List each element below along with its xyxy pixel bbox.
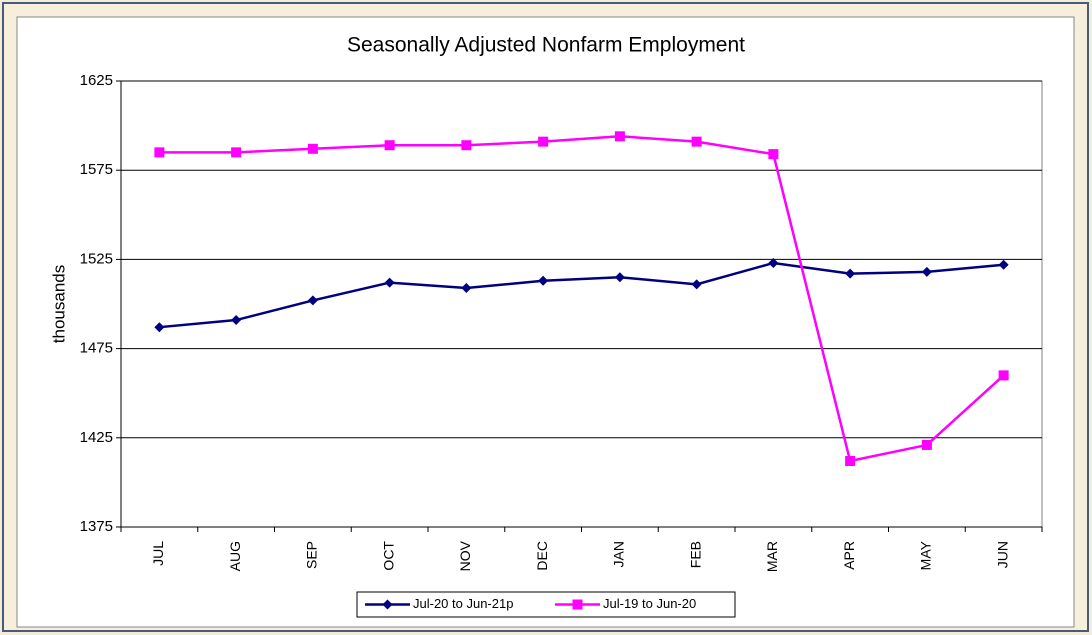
- data-point: [845, 455, 856, 466]
- data-point: [614, 131, 625, 142]
- x-tick-label: NOV: [457, 540, 473, 571]
- legend: [356, 591, 736, 618]
- data-point: [538, 275, 549, 286]
- x-tick-label: JAN: [611, 541, 627, 567]
- x-tick-label: SEP: [304, 541, 320, 569]
- data-point: [384, 140, 395, 151]
- legend-marker: [382, 599, 393, 610]
- data-point: [998, 370, 1009, 381]
- data-point: [921, 266, 932, 277]
- data-point: [307, 295, 318, 306]
- x-tick-label: JUL: [150, 541, 166, 566]
- x-tick-label: FEB: [687, 541, 703, 568]
- x-tick-label: JUN: [994, 541, 1010, 568]
- y-tick-label: 1625: [80, 72, 113, 89]
- plot-area: [120, 80, 1043, 528]
- data-point: [461, 282, 472, 293]
- x-tick-label: OCT: [380, 541, 396, 571]
- x-tick-label: DEC: [534, 541, 550, 571]
- y-tick-label: 1575: [80, 161, 113, 178]
- data-point: [691, 279, 702, 290]
- data-point: [845, 268, 856, 279]
- data-point: [768, 149, 779, 160]
- legend-marker: [572, 599, 583, 610]
- y-tick-label: 1375: [80, 518, 113, 535]
- series-line: [159, 135, 1005, 463]
- y-tick-label: 1425: [80, 429, 113, 446]
- x-tick-label: MAY: [918, 540, 934, 570]
- data-point: [461, 140, 472, 151]
- legend-label: Jul-19 to Jun-20: [603, 596, 696, 611]
- series-line: [159, 261, 1004, 329]
- y-tick-label: 1525: [80, 250, 113, 267]
- data-point: [231, 147, 242, 158]
- data-point: [154, 322, 165, 333]
- data-point: [998, 259, 1009, 270]
- y-tick-label: 1475: [80, 340, 113, 357]
- data-point: [384, 277, 395, 288]
- legend-label: Jul-20 to Jun-21p: [413, 596, 513, 611]
- chart-title: Seasonally Adjusted Nonfarm Employment: [347, 34, 745, 57]
- data-point: [154, 147, 165, 158]
- data-point: [921, 439, 932, 450]
- data-point: [614, 272, 625, 283]
- x-tick-label: MAR: [764, 541, 780, 572]
- x-tick-label: AUG: [227, 541, 243, 571]
- data-point: [691, 136, 702, 147]
- x-tick-label: APR: [841, 541, 857, 570]
- data-point: [768, 257, 779, 268]
- data-point: [231, 315, 242, 326]
- data-point: [307, 143, 318, 154]
- y-axis-label: thousands: [49, 265, 68, 343]
- data-point: [538, 136, 549, 147]
